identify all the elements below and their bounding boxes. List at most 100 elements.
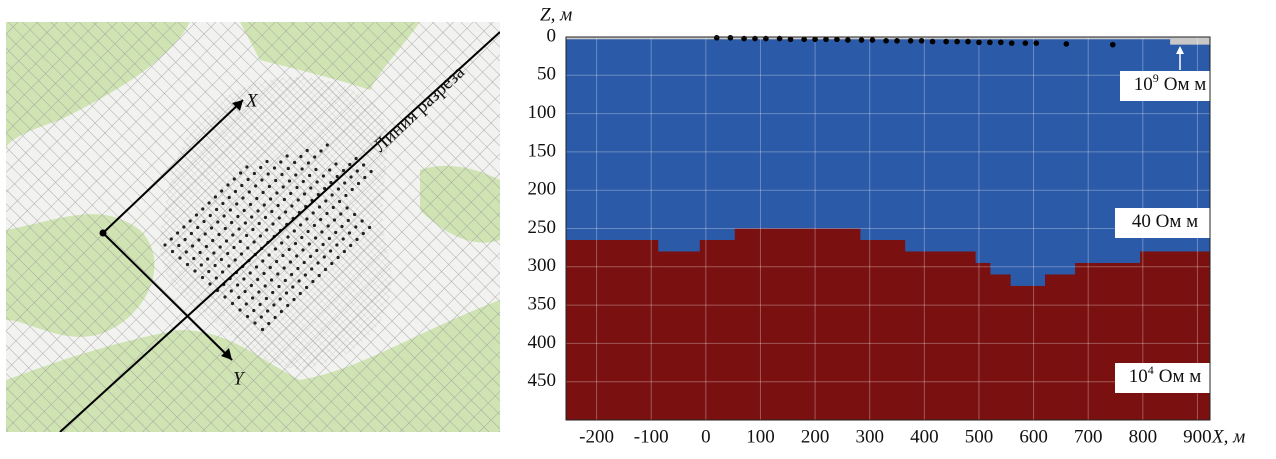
survey-point xyxy=(319,149,323,153)
survey-point xyxy=(221,201,225,206)
survey-point xyxy=(320,230,324,234)
survey-point xyxy=(230,301,235,306)
x-tick-label: 400 xyxy=(910,426,939,447)
electrode xyxy=(954,38,960,45)
survey-point xyxy=(254,265,259,269)
survey-point xyxy=(189,231,193,236)
survey-point xyxy=(267,321,271,326)
y-axis-arrow xyxy=(102,232,233,361)
survey-point xyxy=(322,255,326,259)
survey-point xyxy=(313,155,317,159)
survey-point xyxy=(188,219,192,223)
survey-point xyxy=(231,233,235,237)
survey-point xyxy=(360,219,364,223)
annotation: 104 Ом м xyxy=(1129,363,1202,388)
survey-point xyxy=(306,161,310,165)
survey-point xyxy=(169,237,173,241)
survey-point xyxy=(323,267,328,272)
electrode xyxy=(1022,40,1029,46)
electrode xyxy=(787,36,794,43)
survey-point xyxy=(265,159,269,164)
survey-point xyxy=(314,236,318,240)
survey-point xyxy=(291,285,295,289)
resistive-basement xyxy=(1075,262,1141,420)
survey-point xyxy=(285,154,289,158)
survey-point xyxy=(170,249,175,254)
survey-point xyxy=(308,254,313,259)
electrode xyxy=(1033,40,1040,46)
survey-point xyxy=(245,165,249,169)
electrode xyxy=(894,38,900,44)
survey-point xyxy=(238,308,242,312)
resistive-basement xyxy=(904,251,976,420)
survey-point xyxy=(308,173,312,178)
electrode xyxy=(1008,40,1015,46)
survey-point xyxy=(274,178,278,183)
survey-point xyxy=(296,266,300,271)
survey-point xyxy=(257,290,261,294)
survey-point xyxy=(263,284,267,288)
survey-point xyxy=(311,279,315,284)
survey-point xyxy=(324,199,328,203)
survey-point xyxy=(243,221,247,225)
survey-point xyxy=(248,202,253,207)
survey-point xyxy=(261,190,265,195)
survey-point xyxy=(284,210,288,214)
survey-point xyxy=(317,205,322,209)
survey-point xyxy=(226,183,230,187)
survey-point xyxy=(346,218,350,223)
electrode xyxy=(1063,41,1070,47)
survey-point xyxy=(192,256,196,261)
section-line xyxy=(59,31,500,432)
survey-point xyxy=(196,225,200,230)
electrode xyxy=(987,39,993,46)
survey-point xyxy=(269,278,274,282)
survey-point xyxy=(273,315,277,320)
survey-point xyxy=(361,231,365,236)
survey-point xyxy=(220,189,224,193)
survey-point xyxy=(261,259,265,263)
survey-point xyxy=(259,165,263,170)
survey-point xyxy=(216,220,220,224)
survey-point xyxy=(252,171,256,176)
survey-point xyxy=(226,251,230,256)
survey-point xyxy=(209,226,214,230)
survey-point xyxy=(215,207,219,212)
survey-point xyxy=(241,196,245,200)
survey-point xyxy=(277,284,281,289)
surface-layer xyxy=(566,37,1171,40)
electrode xyxy=(834,36,840,43)
electrode xyxy=(812,36,818,43)
survey-point xyxy=(286,303,290,308)
survey-point xyxy=(279,160,283,164)
survey-point xyxy=(341,168,346,173)
survey-point xyxy=(263,215,268,220)
survey-point xyxy=(305,148,309,153)
survey-point xyxy=(183,237,187,242)
survey-point xyxy=(233,258,237,262)
survey-point xyxy=(329,249,333,253)
survey-point xyxy=(258,302,262,307)
survey-point xyxy=(259,315,263,319)
y-tick-label: 100 xyxy=(528,102,557,123)
survey-point xyxy=(272,166,277,170)
survey-point xyxy=(292,297,296,302)
survey-point xyxy=(298,291,302,296)
survey-point xyxy=(307,242,311,246)
arrow-head xyxy=(221,348,232,360)
survey-point xyxy=(335,174,339,179)
electrode xyxy=(883,38,889,44)
survey-point xyxy=(288,260,292,264)
survey-point xyxy=(302,192,307,196)
survey-point xyxy=(230,220,234,225)
survey-point xyxy=(228,208,232,212)
electrode xyxy=(727,34,734,41)
survey-point xyxy=(184,250,188,254)
survey-point xyxy=(334,162,338,166)
survey-point xyxy=(211,238,215,243)
survey-point xyxy=(321,174,325,178)
survey-point xyxy=(348,162,352,167)
resistive-basement xyxy=(859,239,906,420)
survey-point xyxy=(236,283,240,287)
survey-point xyxy=(256,209,260,213)
